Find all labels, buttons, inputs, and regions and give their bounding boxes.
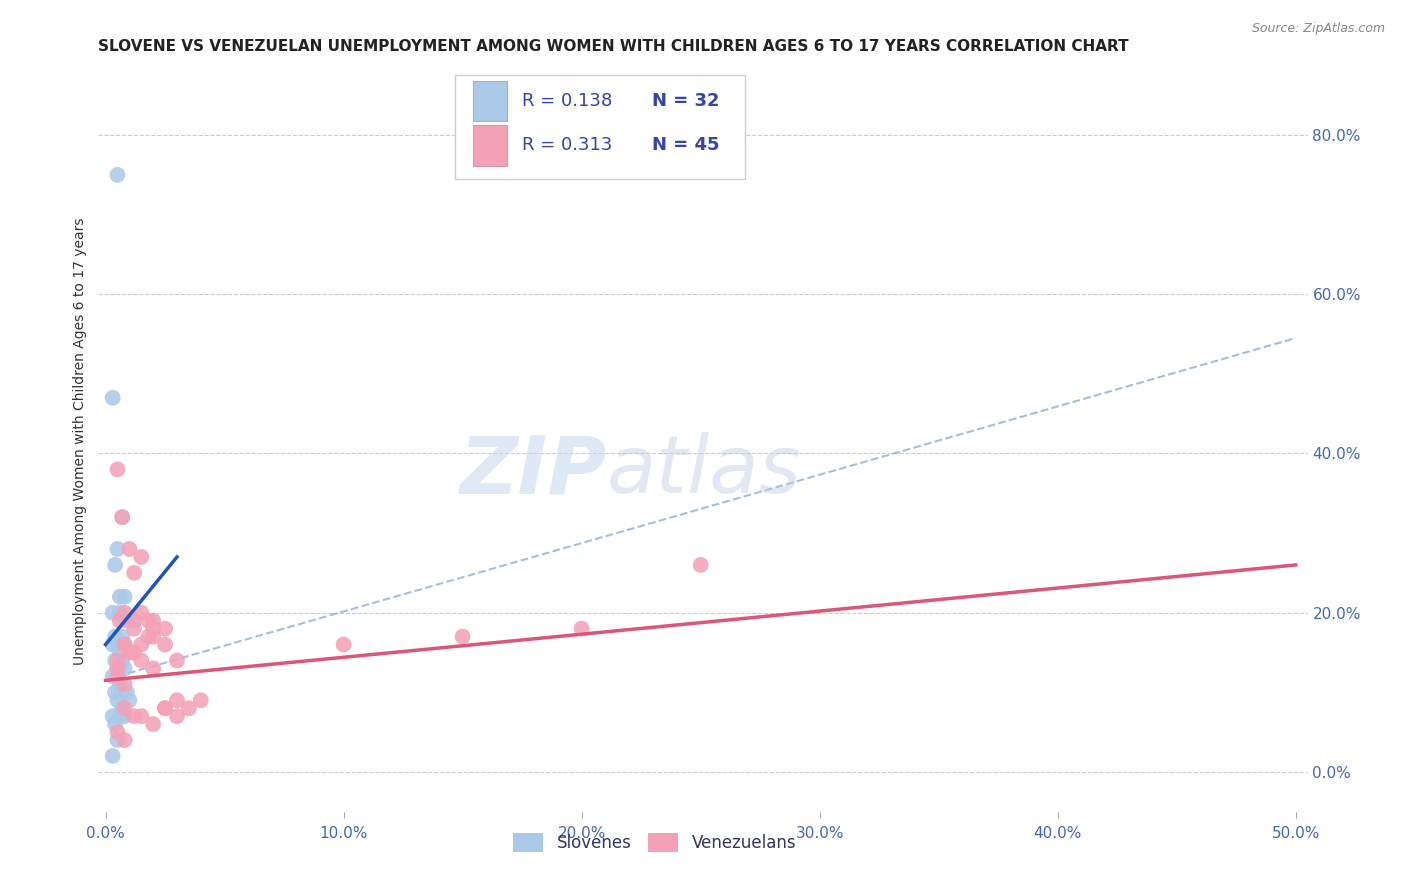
Point — [129, 653, 152, 667]
Point — [177, 701, 200, 715]
Point — [107, 168, 129, 182]
Legend: Slovenes, Venezuelans: Slovenes, Venezuelans — [506, 826, 803, 859]
Point — [107, 693, 129, 707]
Point — [107, 661, 129, 675]
Point — [107, 669, 129, 683]
Point — [122, 646, 145, 660]
Point — [111, 510, 134, 524]
Point — [111, 510, 134, 524]
Point — [101, 391, 124, 405]
Point — [129, 606, 152, 620]
Point — [114, 606, 136, 620]
Point — [114, 709, 136, 723]
Point — [166, 709, 188, 723]
Point — [114, 661, 136, 675]
Point — [111, 630, 134, 644]
Point — [332, 638, 354, 652]
Point — [108, 590, 131, 604]
Point — [118, 646, 141, 660]
FancyBboxPatch shape — [456, 75, 745, 178]
Point — [153, 622, 176, 636]
Point — [107, 638, 129, 652]
Point — [142, 630, 165, 644]
Point — [114, 733, 136, 747]
Point — [104, 685, 127, 699]
Point — [111, 701, 134, 715]
FancyBboxPatch shape — [474, 125, 508, 166]
Point — [101, 669, 124, 683]
Point — [101, 638, 124, 652]
Point — [153, 638, 176, 652]
Point — [142, 614, 165, 628]
Text: ZIP: ZIP — [458, 432, 606, 510]
Point — [114, 677, 136, 691]
Point — [115, 685, 138, 699]
Point — [101, 749, 124, 764]
Text: N = 32: N = 32 — [652, 92, 720, 110]
Point — [122, 709, 145, 723]
Y-axis label: Unemployment Among Women with Children Ages 6 to 17 years: Unemployment Among Women with Children A… — [73, 218, 87, 665]
Point — [142, 717, 165, 731]
Point — [190, 693, 212, 707]
Point — [108, 614, 131, 628]
Point — [115, 614, 138, 628]
Point — [104, 717, 127, 731]
Point — [107, 733, 129, 747]
Point — [122, 614, 145, 628]
Text: SLOVENE VS VENEZUELAN UNEMPLOYMENT AMONG WOMEN WITH CHILDREN AGES 6 TO 17 YEARS : SLOVENE VS VENEZUELAN UNEMPLOYMENT AMONG… — [98, 38, 1129, 54]
Point — [104, 630, 127, 644]
Point — [129, 709, 152, 723]
Point — [166, 653, 188, 667]
Point — [108, 646, 131, 660]
Point — [153, 701, 176, 715]
Point — [142, 622, 165, 636]
Point — [129, 549, 152, 564]
Point — [101, 606, 124, 620]
Point — [108, 677, 131, 691]
Point — [122, 622, 145, 636]
Point — [114, 638, 136, 652]
Point — [166, 693, 188, 707]
Point — [107, 725, 129, 739]
Text: Source: ZipAtlas.com: Source: ZipAtlas.com — [1251, 22, 1385, 36]
Point — [138, 630, 160, 644]
Point — [138, 614, 160, 628]
Point — [107, 653, 129, 667]
Point — [107, 541, 129, 556]
Point — [129, 638, 152, 652]
Text: R = 0.313: R = 0.313 — [522, 136, 612, 154]
Point — [111, 653, 134, 667]
Point — [114, 590, 136, 604]
Point — [571, 622, 593, 636]
Text: R = 0.138: R = 0.138 — [522, 92, 612, 110]
Point — [108, 606, 131, 620]
Point — [114, 638, 136, 652]
Point — [118, 693, 141, 707]
Point — [101, 709, 124, 723]
Point — [108, 709, 131, 723]
Text: N = 45: N = 45 — [652, 136, 720, 154]
Point — [114, 701, 136, 715]
Point — [142, 661, 165, 675]
Point — [118, 541, 141, 556]
FancyBboxPatch shape — [474, 80, 508, 121]
Point — [122, 566, 145, 580]
Text: atlas: atlas — [606, 432, 801, 510]
Point — [689, 558, 711, 572]
Point — [104, 558, 127, 572]
Point — [451, 630, 474, 644]
Point — [107, 462, 129, 476]
Point — [153, 701, 176, 715]
Point — [107, 661, 129, 675]
Point — [104, 653, 127, 667]
